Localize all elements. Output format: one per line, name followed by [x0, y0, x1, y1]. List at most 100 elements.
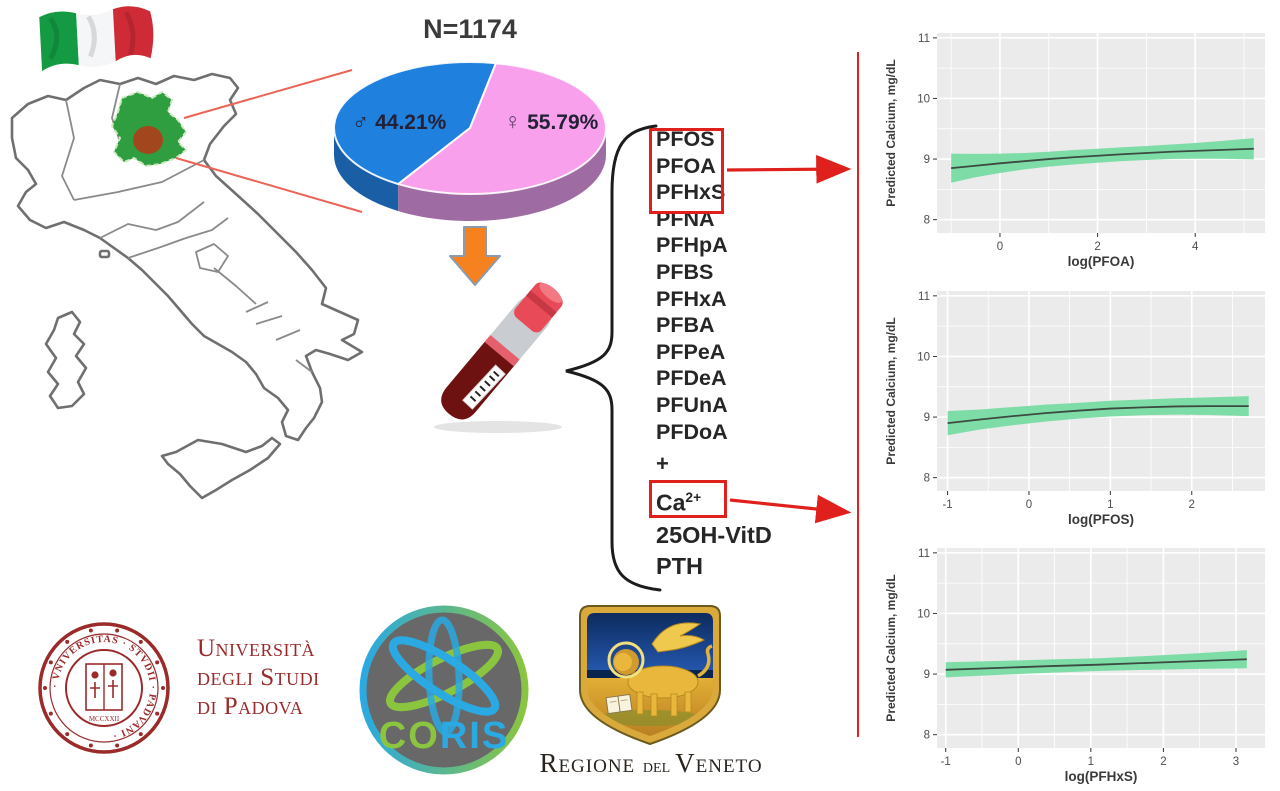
male-percentage: 44.21% — [375, 111, 447, 134]
plot-pfhxs: 8 9 10 11 -1 0 1 2 3 log(PFHxS) Predicted Calcium,… — [884, 548, 1265, 784]
flag-white-band — [76, 9, 116, 67]
confidence-band — [951, 138, 1254, 183]
plot-pfos: 8 9 10 11 -1 0 1 2 log(PFOS) Predicted Calcium, m… — [884, 291, 1265, 527]
x-tick-label: 4 — [1192, 241, 1199, 253]
pie-label-male: ♂ 44.21% — [352, 108, 446, 135]
x-tick-label: 0 — [1015, 756, 1021, 768]
pie-rim-male — [334, 128, 399, 212]
x-tick-label: 0 — [1026, 499, 1032, 511]
tube-shadow — [434, 421, 562, 433]
analyte-pfna: PFNA — [656, 206, 715, 231]
veneto-caption-del: del — [642, 755, 676, 777]
analyte-pfuna: PFUnA — [656, 392, 728, 417]
y-tick-label: 8 — [924, 215, 930, 227]
flag-wave-shading — [48, 11, 136, 60]
down-arrow-icon — [449, 226, 501, 286]
trend-line — [951, 147, 1254, 170]
y-tick-label: 9 — [924, 154, 930, 166]
unipd-line-2: degli Studi — [197, 664, 320, 691]
y-tick-label: 11 — [918, 548, 930, 560]
male-symbol-icon: ♂ — [352, 108, 370, 134]
veneto-caption: Regione del Veneto — [527, 748, 775, 779]
unipd-line-3: di Padova — [197, 693, 304, 720]
analyte-pfbs: PFBS — [656, 259, 714, 284]
x-axis-title: log(PFHxS) — [1065, 769, 1138, 784]
plus-sign: + — [656, 451, 669, 477]
y-tick-label: 10 — [917, 608, 930, 620]
coris-wordmark: CORIS — [379, 715, 509, 757]
x-tick-label: -1 — [941, 756, 951, 768]
y-axis-title: Predicted Calcium, mg/dL — [884, 317, 898, 464]
sardinia-outline — [44, 310, 88, 410]
x-tick-label: 0 — [997, 241, 1003, 253]
coris-logo: CORIS — [359, 605, 529, 775]
x-tick-label: 1 — [1107, 499, 1113, 511]
unipd-wordmark: Università degli Studi di Padova — [197, 634, 367, 721]
unipd-line-1: Università — [197, 635, 316, 662]
plot-panel — [937, 33, 1265, 233]
y-tick-label: 11 — [918, 33, 930, 45]
analyte-pfba: PFBA — [656, 313, 715, 338]
elba-island — [98, 249, 111, 259]
plot-panel — [937, 548, 1265, 748]
region-borders — [61, 83, 313, 373]
trend-line — [945, 658, 1247, 671]
seal-year: MCCXXII — [89, 715, 120, 723]
analyte-pfhxs: PFHxS — [656, 180, 726, 205]
female-symbol-icon: ♀ — [504, 108, 522, 134]
veneto-caption-regione: Regione — [539, 748, 643, 778]
x-tick-label: 1 — [1088, 756, 1094, 768]
y-tick-label: 8 — [924, 730, 930, 742]
flag-green-band — [39, 11, 79, 72]
sex-distribution-pie-chart — [333, 61, 607, 221]
x-axis-title: log(PFOA) — [1068, 254, 1135, 269]
analyte-pth: PTH — [656, 552, 703, 579]
analyte-calcium: Ca2+ — [656, 489, 702, 516]
y-axis-title: Predicted Calcium, mg/dL — [884, 59, 898, 206]
x-axis-title: log(PFOS) — [1068, 512, 1134, 527]
analyte-pfdoa: PFDoA — [656, 419, 728, 444]
seal-dot-ring — [43, 628, 165, 748]
pie-slice-female — [396, 62, 607, 195]
italy-map — [10, 72, 364, 500]
x-tick-label: 2 — [1189, 499, 1195, 511]
veneto-caption-veneto: Veneto — [675, 748, 763, 778]
y-tick-label: 9 — [924, 669, 930, 681]
plot-pfoa: 8 9 10 11 0 2 4 log(PFOA) Predicted Calcium, mg/… — [884, 33, 1265, 269]
ca-superscript: 2+ — [685, 490, 702, 506]
y-tick-label: 11 — [918, 291, 930, 303]
confidence-band — [945, 650, 1247, 678]
y-axis-title: Predicted Calcium, mg/dL — [884, 574, 898, 721]
pie-label-female: ♀ 55.79% — [504, 108, 598, 135]
pie-rim-female — [398, 128, 606, 221]
y-tick-label: 9 — [924, 412, 930, 424]
analyte-pfhpa: PFHpA — [656, 233, 728, 258]
x-tick-label: 2 — [1094, 241, 1100, 253]
analyte-vitd: 25OH-VitD — [656, 521, 772, 548]
veneto-crest-logo — [579, 605, 721, 746]
coris-atom-icon — [385, 616, 503, 736]
analyte-pfoa: PFOA — [656, 153, 716, 178]
analyte-pfos: PFOS — [656, 127, 715, 151]
analyte-pfhxa: PFHxA — [656, 286, 727, 311]
x-tick-label: 2 — [1160, 756, 1166, 768]
x-tick-label: -1 — [942, 499, 952, 511]
y-tick-label: 10 — [917, 351, 930, 363]
contamination-area — [133, 126, 163, 154]
italy-flag — [39, 6, 154, 72]
female-percentage: 55.79% — [527, 111, 599, 134]
sicily-outline — [160, 436, 282, 500]
analyte-pfpea: PFPeA — [656, 339, 726, 364]
analyte-list: PFOS PFOA PFHxS PFNA PFHpA PFBS PFHxA PF… — [656, 126, 772, 582]
x-tick-label: 3 — [1233, 756, 1239, 768]
blood-tube-icon — [434, 282, 563, 433]
y-tick-label: 8 — [924, 473, 930, 485]
plot-panel — [937, 291, 1265, 491]
pie-title: N=1174 — [423, 14, 517, 44]
trend-line — [947, 405, 1249, 425]
y-tick-label: 10 — [917, 93, 930, 105]
analyte-pfdea: PFDeA — [656, 366, 727, 391]
unipd-seal-logo: · VNIVERSITAS · STVDII · PADVANI · MCCXX… — [38, 622, 170, 754]
pie-slice-male — [333, 61, 498, 186]
